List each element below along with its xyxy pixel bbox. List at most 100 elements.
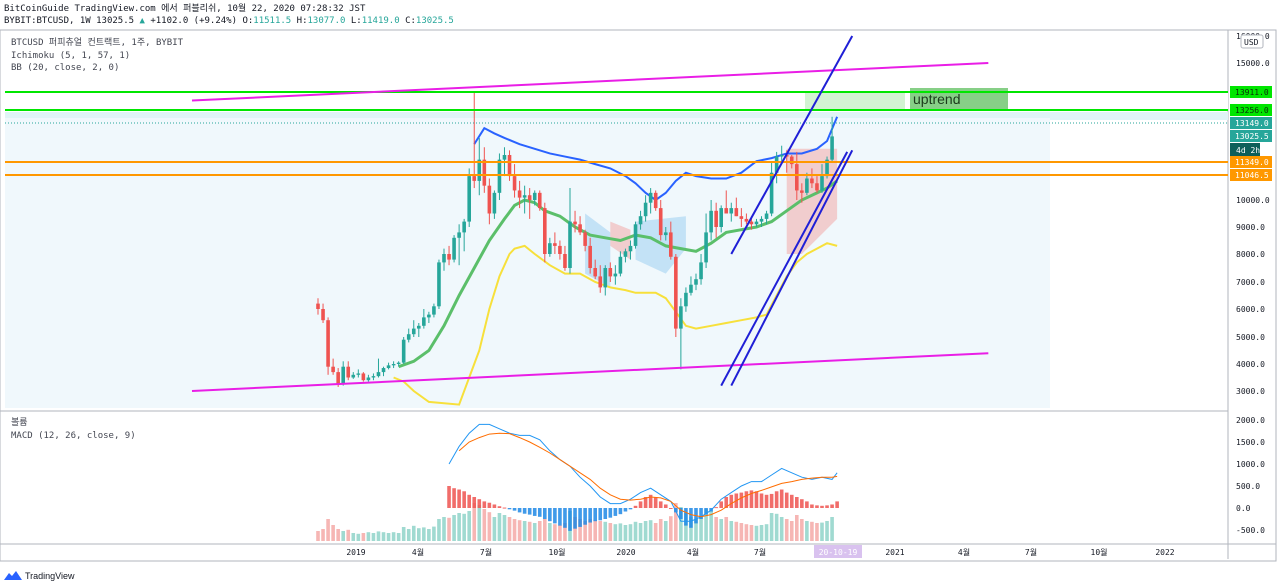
- bb-zone: [5, 112, 1228, 120]
- price-tag-bb-upper: [1230, 117, 1272, 129]
- candle-body: [613, 273, 618, 277]
- candle-body: [689, 284, 693, 293]
- volume-bar: [447, 517, 451, 541]
- macd-histogram-bar: [452, 488, 456, 508]
- volume-bar: [507, 517, 512, 541]
- volume-bar: [825, 521, 829, 541]
- volume-bar: [699, 516, 703, 541]
- candle-body: [381, 368, 386, 373]
- macd-histogram-bar: [497, 506, 502, 508]
- candle-body: [487, 185, 492, 214]
- candle-body: [341, 366, 345, 385]
- macd-histogram-bar: [638, 501, 643, 508]
- candle-body: [502, 155, 507, 160]
- currency-badge: [1240, 34, 1264, 49]
- candle-body: [356, 373, 361, 375]
- candle-body: [774, 156, 779, 173]
- macd-histogram-bar: [482, 501, 487, 508]
- macd-histogram-bar: [689, 508, 693, 528]
- candle-body: [568, 221, 572, 268]
- macd-histogram-bar: [527, 508, 532, 515]
- macd-histogram-bar: [779, 489, 784, 508]
- candle-body: [719, 208, 723, 227]
- macd-histogram-bar: [472, 497, 477, 508]
- candle-body: [825, 159, 829, 177]
- candle-body: [406, 334, 411, 340]
- legend-macd[interactable]: MACD (12, 26, close, 9): [11, 431, 136, 441]
- candle-body: [336, 372, 340, 385]
- x-tick-label: 4월: [412, 547, 424, 557]
- volume-bar: [628, 524, 633, 541]
- symbol-label[interactable]: BYBIT:BTCUSD, 1W: [4, 16, 91, 26]
- volume-bar: [805, 521, 809, 541]
- candle-body: [427, 314, 431, 318]
- tradingview-logo[interactable]: TradingView: [4, 570, 75, 581]
- candle-body: [830, 136, 834, 160]
- macd-histogram-bar: [774, 491, 779, 508]
- volume-bar: [779, 517, 784, 541]
- legend-title[interactable]: BTCUSD 퍼피츄얼 컨트랙트, 1주, BYBIT: [11, 38, 184, 48]
- candle-body: [603, 268, 608, 288]
- candle-body: [457, 232, 461, 238]
- volume-bar: [512, 519, 517, 541]
- candle-body: [805, 178, 809, 193]
- candle-body: [563, 254, 567, 268]
- high-label: H:: [296, 16, 308, 26]
- volume-bar: [759, 525, 764, 541]
- volume-bar: [517, 520, 522, 541]
- macd-histogram-bar: [462, 491, 466, 508]
- candle-body: [361, 373, 366, 381]
- volume-bar: [442, 517, 446, 541]
- macd-y-tick-label: 500.0: [1236, 482, 1260, 491]
- candle-body: [462, 221, 466, 233]
- trendline-channel-lower: [730, 149, 854, 387]
- macd-histogram-bar: [447, 486, 451, 508]
- y-tick-label: 8000.0: [1236, 250, 1265, 259]
- volume-bar: [714, 517, 718, 541]
- legend-ichimoku[interactable]: Ichimoku (5, 1, 57, 1): [11, 51, 131, 61]
- macd-histogram-bar: [568, 508, 572, 531]
- candle-body: [699, 262, 703, 280]
- x-tick-label: 2022: [1155, 548, 1174, 557]
- candle-body: [371, 376, 376, 378]
- volume-bar: [573, 517, 577, 541]
- macd-histogram-bar: [830, 504, 834, 508]
- volume-bar: [618, 523, 623, 541]
- volume-bar: [366, 532, 371, 541]
- candle-body: [623, 251, 628, 257]
- x-tick-label: 2019: [346, 548, 365, 557]
- volume-bar: [401, 527, 406, 541]
- candle-body: [769, 172, 774, 214]
- y-tick-label: 5000.0: [1236, 333, 1265, 342]
- macd-histogram-bar: [658, 501, 663, 508]
- candle-body: [663, 232, 668, 236]
- candle-body: [628, 245, 633, 252]
- candle-body: [754, 221, 759, 225]
- macd-histogram-bar: [789, 494, 794, 508]
- currency-label: USD: [1244, 38, 1259, 47]
- legend-bb[interactable]: BB (20, close, 2, 0): [11, 63, 120, 73]
- macd-histogram-bar: [633, 505, 638, 508]
- macd-histogram-bar: [543, 508, 547, 519]
- volume-bar: [684, 513, 688, 541]
- y-tick-label: 9000.0: [1236, 223, 1265, 232]
- candle-body: [326, 320, 330, 367]
- candle-body: [492, 192, 497, 214]
- macd-histogram-bar: [815, 505, 819, 508]
- candle-body: [679, 306, 683, 329]
- macd-histogram-bar: [573, 508, 577, 529]
- legend-volume[interactable]: 볼륨: [11, 418, 28, 428]
- candle-body: [472, 176, 477, 181]
- macd-y-tick-label: -500.0: [1236, 526, 1265, 535]
- candle-body: [497, 159, 502, 193]
- volume-bar: [784, 519, 789, 541]
- volume-bar: [553, 524, 557, 541]
- candle-body: [512, 176, 517, 191]
- macd-histogram-bar: [628, 508, 633, 510]
- volume-bar: [321, 529, 325, 541]
- x-tick-label: 4월: [687, 547, 699, 557]
- volume-bar: [638, 523, 643, 541]
- candle-body: [709, 210, 713, 233]
- candle-body: [694, 279, 698, 285]
